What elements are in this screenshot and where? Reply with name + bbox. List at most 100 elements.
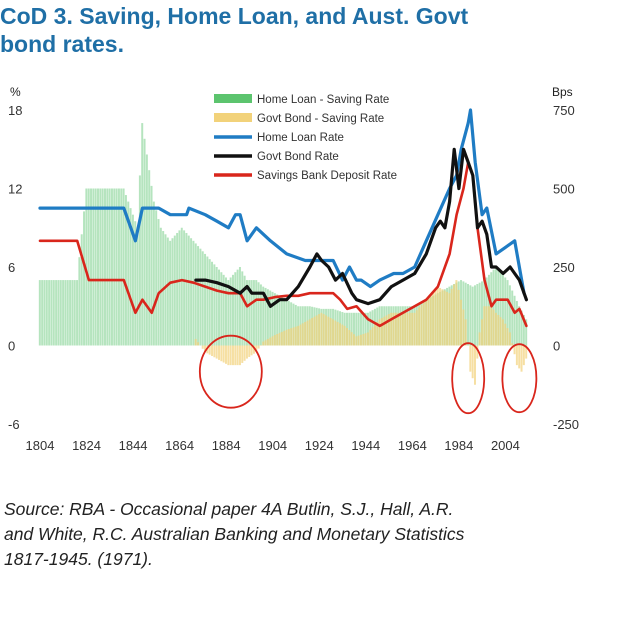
govt-bond-spread-bar <box>474 345 476 385</box>
legend-swatch <box>214 113 252 122</box>
govt-bond-spread-bar <box>208 345 211 355</box>
govt-bond-spread-bar <box>469 345 472 372</box>
x-tick-label: 1884 <box>212 438 241 453</box>
x-tick-label: 1984 <box>444 438 473 453</box>
x-tick-label: 1904 <box>258 438 287 453</box>
home-loan-spread-bar <box>362 312 365 346</box>
govt-bond-spread-bar <box>518 345 521 369</box>
home-loan-spread-bar <box>262 286 265 346</box>
home-loan-spread-bar <box>501 274 504 346</box>
home-loan-spread-bar <box>213 264 216 346</box>
home-loan-spread-bar <box>280 297 283 346</box>
home-loan-spread-bar <box>264 287 267 346</box>
govt-bond-spread-bar <box>494 312 497 346</box>
govt-bond-spread-bar <box>380 318 383 346</box>
govt-bond-spread-bar <box>460 299 463 346</box>
govt-bond-spread-bar <box>332 319 335 346</box>
govt-bond-spread-bar <box>485 306 488 346</box>
chart-title-line-2: bond rates. <box>0 31 124 57</box>
home-loan-spread-bar <box>141 123 144 346</box>
home-loan-spread-bar <box>201 251 204 346</box>
govt-bond-spread-bar <box>299 324 302 346</box>
axes: % Bps 18 12 6 0 -6 750 500 250 0 -250 1804 1824 1844 18… <box>8 85 579 453</box>
x-tick-label: 1824 <box>72 438 101 453</box>
govt-bond-spread-bar <box>499 317 502 346</box>
home-loan-spread-bar <box>108 188 111 346</box>
govt-bond-spread-bar <box>513 345 516 355</box>
home-loan-spread-bar <box>225 277 227 346</box>
home-loan-spread-bar <box>94 188 97 346</box>
govt-bond-spread-bar <box>231 345 234 366</box>
govt-bond-spread-bar <box>194 338 197 346</box>
home-loan-spread-bar <box>252 280 255 346</box>
govt-bond-spread-bar <box>311 318 314 346</box>
govt-bond-spread-bar <box>425 299 428 346</box>
home-loan-spread-bar <box>257 282 260 346</box>
govt-bond-spread-bar <box>404 312 407 346</box>
govt-bond-spread-bar <box>490 306 493 346</box>
home-loan-spread-bar <box>180 227 183 346</box>
govt-bond-spread-bar <box>252 345 255 354</box>
govt-bond-spread-bar <box>313 316 316 346</box>
govt-bond-spread-bar <box>236 345 239 366</box>
govt-bond-spread-bar <box>436 286 439 346</box>
govt-bond-spread-bar <box>276 333 279 346</box>
home-loan-spread-bar <box>243 275 246 346</box>
home-loan-spread-bar <box>52 280 55 346</box>
home-loan-spread-bar <box>115 188 118 346</box>
govt-bond-spread-bar <box>371 327 374 346</box>
home-loan-spread-bar <box>166 237 169 346</box>
home-loan-spread-bar <box>250 280 253 346</box>
home-loan-spread-bar <box>122 188 125 346</box>
chart-title-line-1: CoD 3. Saving, Home Loan, and Aust. Govt <box>0 3 469 29</box>
legend-swatch <box>214 94 252 103</box>
govt-bond-spread-bar <box>522 345 525 366</box>
govt-bond-spread-bar <box>383 316 386 346</box>
home-loan-spread-bar <box>87 188 90 346</box>
govt-bond-spread-bar <box>341 324 344 346</box>
home-loan-spread-bar <box>55 280 58 346</box>
govt-bond-spread-bar <box>508 332 511 346</box>
home-loan-spread-bar <box>359 312 362 346</box>
legend-label: Savings Bank Deposit Rate <box>257 170 397 182</box>
home-loan-spread-bar <box>41 280 44 346</box>
govt-bond-spread-bar <box>376 321 379 346</box>
y-tick-label: 12 <box>8 182 22 197</box>
y2-tick-label: 250 <box>553 260 575 275</box>
legend-label: Home Loan - Saving Rate <box>257 94 389 106</box>
govt-bond-spread-bar <box>334 320 337 346</box>
govt-bond-spread-bar <box>525 345 528 359</box>
home-loan-spread-bar <box>211 261 214 346</box>
x-tick-label: 1864 <box>165 438 194 453</box>
home-loan-spread-bar <box>515 301 518 346</box>
home-loan-spread-bar <box>131 214 134 346</box>
govt-bond-spread-bar <box>450 288 453 346</box>
govt-bond-spread-bar <box>283 330 286 346</box>
govt-bond-spread-bar <box>439 287 442 346</box>
govt-bond-spread-bar <box>369 329 372 346</box>
home-loan-spread-bar <box>192 240 195 346</box>
highlight-circle-2 <box>451 342 486 415</box>
home-loan-spread-bar <box>350 312 353 346</box>
home-loan-spread-bar <box>241 271 244 346</box>
govt-bond-spread-bar <box>476 345 479 359</box>
home-loan-spread-bar <box>204 253 207 346</box>
govt-bond-spread-bar <box>255 345 258 353</box>
y2-tick-label: 750 <box>553 103 575 118</box>
home-loan-spread-bar <box>206 256 209 346</box>
rate-lines <box>38 108 529 328</box>
govt-bond-spread-bar <box>294 326 297 346</box>
x-tick-label: 1924 <box>305 438 334 453</box>
home-loan-spread-bar <box>504 277 507 346</box>
govt-bond-spread-bar <box>329 318 332 346</box>
govt-bond-spread-bar <box>390 312 393 346</box>
home-loan-spread-bar <box>259 284 262 346</box>
home-loan-spread-bar <box>497 269 500 346</box>
govt-bond-spread-bar <box>225 345 227 364</box>
govt-bond-spread-bar <box>271 336 274 346</box>
home-loan-spread-bar <box>499 272 502 346</box>
govt-bond-spread-bar <box>269 337 272 346</box>
home-loan-spread-bar <box>469 285 472 346</box>
y-tick-label: 6 <box>8 260 15 275</box>
home-loan-spread-bar <box>478 282 481 346</box>
